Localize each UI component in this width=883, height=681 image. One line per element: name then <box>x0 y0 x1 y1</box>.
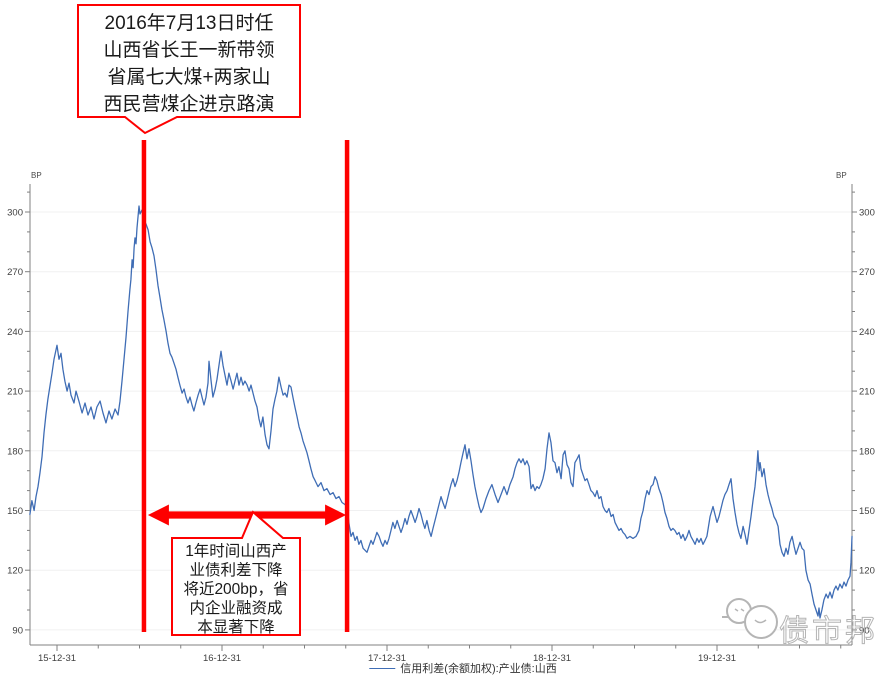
callout-roadshow-line: 西民营煤企进京路演 <box>103 94 275 115</box>
y-axis-label-left: 210 <box>7 387 23 398</box>
y-axis-unit-left: BP <box>31 171 42 180</box>
y-axis-label-left: 90 <box>12 625 23 636</box>
y-axis-label-left: 120 <box>7 566 23 577</box>
callout-roadshow-box <box>77 4 301 135</box>
y-axis-label-right: 90 <box>859 625 870 636</box>
y-axis-label-right: 300 <box>859 208 875 219</box>
x-axis-label: 17-12-31 <box>368 653 406 664</box>
y-axis-label-left: 300 <box>7 208 23 219</box>
watermark-text: 债市邦 <box>779 615 878 648</box>
y-axis-label-right: 180 <box>859 446 875 457</box>
y-axis-label-right: 240 <box>859 327 875 338</box>
credit-spread-line <box>29 205 853 619</box>
y-axis-label-right: 270 <box>859 267 875 278</box>
watermark-face-icon <box>734 608 767 624</box>
legend-line-sample <box>369 667 396 669</box>
callout-spread-drop-line: 业债利差下降 <box>189 562 283 579</box>
callout-roadshow-line: 省属七大煤+两家山 <box>107 67 271 88</box>
spread-drop-arrow <box>147 504 347 526</box>
y-axis-label-left: 270 <box>7 267 23 278</box>
callout-spread-drop-line: 将近200bp，省 <box>183 581 289 598</box>
callout-spread-drop-line: 1年时间山西产 <box>185 543 287 560</box>
y-axis-unit-right: BP <box>836 171 847 180</box>
y-axis-label-left: 240 <box>7 327 23 338</box>
callout-roadshow-line: 2016年7月13日时任 <box>104 13 274 34</box>
callout-roadshow: 2016年7月13日时任 山西省长王一新带领 省属七大煤+两家山 西民营煤企进京… <box>79 7 299 118</box>
x-axis-label: 16-12-31 <box>203 653 241 664</box>
callout-spread-drop-box <box>171 510 301 636</box>
x-axis-label: 15-12-31 <box>38 653 76 664</box>
y-axis-label-right: 120 <box>859 566 875 577</box>
y-axis-label-left: 150 <box>7 506 23 517</box>
legend: 信用利差(余额加权):产业债:山西 <box>369 660 557 676</box>
callout-roadshow-line: 山西省长王一新带领 <box>103 40 275 61</box>
x-axis-label: 19-12-31 <box>698 653 736 664</box>
callout-spread-drop: 1年时间山西产 业债利差下降 将近200bp，省 内企业融资成 本显著下降 <box>173 540 299 637</box>
callout-spread-drop-line: 本显著下降 <box>197 619 275 636</box>
y-axis-label-right: 210 <box>859 387 875 398</box>
x-axis-label: 18-12-31 <box>533 653 571 664</box>
y-axis-label-right: 150 <box>859 506 875 517</box>
legend-label: 信用利差(余额加权):产业债:山西 <box>400 663 557 675</box>
y-axis-label-left: 180 <box>7 446 23 457</box>
callout-spread-drop-line: 内企业融资成 <box>189 600 283 617</box>
